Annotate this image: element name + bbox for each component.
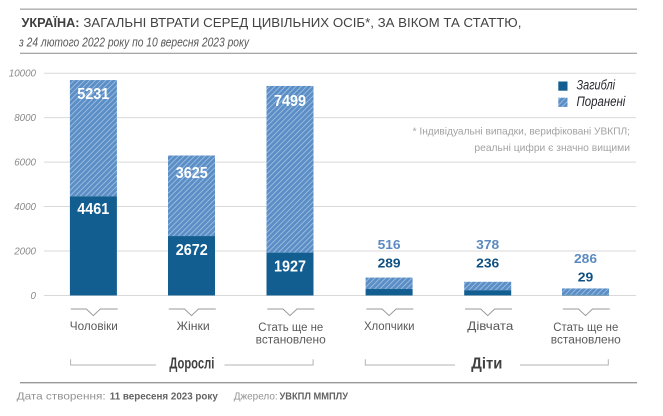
svg-text:Дата створення:: Дата створення:: [17, 391, 106, 402]
svg-text:Діти: Діти: [471, 355, 502, 372]
svg-text:Поранені: Поранені: [577, 94, 627, 109]
svg-text:Дорослі: Дорослі: [169, 355, 214, 372]
svg-text:Стать ще не: Стать ще не: [258, 322, 323, 334]
svg-text:встановлено: встановлено: [551, 335, 621, 347]
svg-text:378: 378: [476, 238, 499, 252]
svg-text:Загиблі: Загиблі: [577, 78, 616, 93]
svg-text:7499: 7499: [274, 93, 306, 110]
svg-text:з 24 лютого 2022 року по 10 ве: з 24 лютого 2022 року по 10 вересня 2023…: [18, 34, 250, 49]
svg-text:встановлено: встановлено: [256, 335, 326, 347]
svg-text:236: 236: [476, 257, 499, 271]
svg-text:2000: 2000: [13, 246, 36, 257]
svg-text:29: 29: [578, 271, 594, 285]
svg-text:ЗАГАЛЬНІ ВТРАТИ СЕРЕД ЦИВІЛЬНИ: ЗАГАЛЬНІ ВТРАТИ СЕРЕД ЦИВІЛЬНИХ ОСІБ*, З…: [83, 15, 521, 30]
svg-text:Стать ще не: Стать ще не: [553, 322, 618, 334]
svg-text:516: 516: [378, 238, 401, 252]
svg-text:Джерело:: Джерело:: [234, 391, 278, 402]
svg-text:2672: 2672: [176, 242, 208, 259]
svg-text:11 вересеня 2023 року: 11 вересеня 2023 року: [110, 391, 218, 402]
svg-text:0: 0: [31, 291, 37, 302]
svg-text:Дівчата: Дівчата: [467, 321, 514, 333]
svg-text:УКРАЇНА:: УКРАЇНА:: [22, 15, 80, 30]
svg-text:10000: 10000: [9, 69, 37, 80]
svg-text:289: 289: [378, 257, 401, 271]
svg-text:Чоловіки: Чоловіки: [70, 321, 118, 333]
svg-text:3625: 3625: [176, 165, 208, 182]
svg-text:5231: 5231: [77, 86, 109, 103]
svg-text:4000: 4000: [14, 202, 36, 213]
svg-text:Хлопчики: Хлопчики: [364, 321, 415, 333]
svg-text:Жінки: Жінки: [177, 321, 210, 333]
svg-text:УВКПЛ ММПЛУ: УВКПЛ ММПЛУ: [280, 391, 349, 402]
svg-text:6000: 6000: [14, 158, 36, 169]
svg-text:1927: 1927: [274, 258, 306, 275]
svg-text:8000: 8000: [14, 113, 36, 124]
svg-text:4461: 4461: [77, 201, 109, 218]
svg-text:* Індивідуальні випадки, вериф: * Індивідуальні випадки, верифіковані УВ…: [413, 125, 630, 137]
svg-text:286: 286: [574, 252, 597, 266]
svg-text:реальні цифри є значно вищими: реальні цифри є значно вищими: [474, 142, 630, 154]
